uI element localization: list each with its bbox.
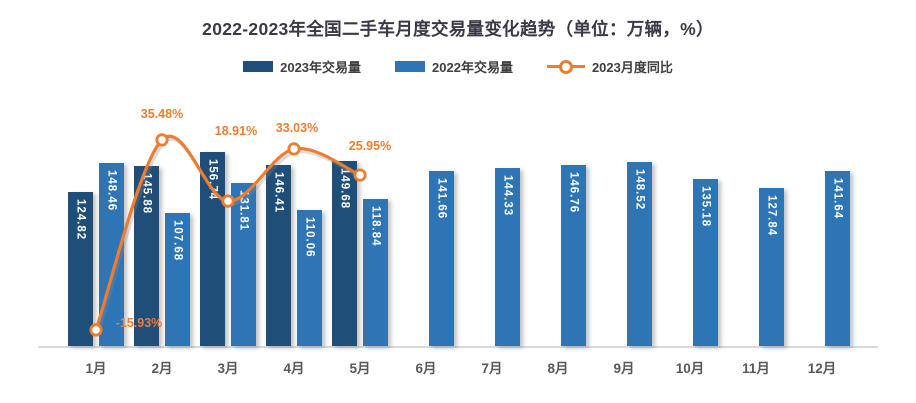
bar-2023年交易量-5月: 149.68 (332, 160, 357, 346)
x-axis-label-9: 9月 (613, 361, 635, 376)
legend-label-2023-volume: 2023年交易量 (280, 60, 362, 75)
bar-2023年交易量-3月: 156.74 (200, 152, 225, 346)
yoy-value-label-1月: -15.93% (115, 315, 163, 330)
x-axis-label-3: 3月 (217, 361, 239, 376)
bar-2022年交易量-11月: 127.84 (759, 187, 784, 346)
yoy-marker-4月 (287, 142, 301, 156)
bar-value-label: 148.52 (633, 169, 646, 211)
yoy-marker-2月 (155, 133, 169, 147)
bar-value-label: 149.68 (338, 167, 351, 210)
bar-2022年交易量-2月: 107.68 (165, 212, 190, 346)
bar-value-label: 146.76 (567, 171, 580, 213)
bar-2023年交易量-4月: 146.41 (266, 165, 291, 346)
bar-2022年交易量-12月: 141.64 (825, 170, 850, 346)
bar-2022年交易量-10月: 135.18 (693, 178, 718, 346)
x-axis-label-10: 10月 (675, 361, 705, 376)
x-axis-label-12: 12月 (807, 361, 837, 376)
legend-item-yoy-line: 2023月度同比 (546, 57, 673, 76)
bar-2022年交易量-7月: 144.33 (495, 167, 520, 346)
bar-value-label: 131.81 (237, 190, 250, 232)
bar-value-label: 135.18 (699, 185, 712, 228)
bar-value-label: 148.46 (105, 169, 118, 211)
bar-2023年交易量-1月: 124.82 (68, 191, 93, 346)
yoy-value-label-5月: 25.95% (348, 139, 392, 154)
yoy-value-label-2月: 35.48% (140, 106, 184, 121)
yoy-value-label-4月: 33.03% (275, 120, 319, 135)
x-axis-label-11: 11月 (742, 361, 770, 376)
bar-value-label: 124.82 (74, 198, 87, 240)
legend-line-dot-icon (558, 59, 573, 74)
bar-value-label: 145.88 (140, 172, 153, 214)
x-axis-line (38, 346, 878, 348)
bar-value-label: 146.41 (272, 172, 285, 214)
bar-value-label: 156.74 (206, 159, 219, 201)
bar-value-label: 141.66 (435, 177, 448, 220)
legend-label-2022-volume: 2022年交易量 (432, 60, 513, 75)
bar-value-label: 107.68 (171, 219, 184, 262)
yoy-value-label-3月: 18.91% (214, 124, 258, 139)
bar-value-label: 118.84 (369, 206, 382, 247)
x-axis-label-6: 6月 (415, 361, 437, 376)
legend: 2023年交易量 2022年交易量 2023月度同比 (0, 57, 916, 76)
legend-item-2022-volume: 2022年交易量 (395, 57, 513, 76)
bar-2022年交易量-5月: 118.84 (363, 199, 388, 346)
legend-swatch-2023-icon (243, 61, 274, 72)
bar-2022年交易量-6月: 141.66 (429, 170, 454, 346)
x-axis-label-5: 5月 (349, 361, 371, 376)
legend-line-marker-icon (546, 59, 585, 74)
x-axis-label-7: 7月 (481, 361, 503, 376)
bar-value-label: 127.84 (765, 194, 778, 237)
legend-item-2023-volume: 2023年交易量 (243, 57, 361, 76)
x-axis-label-2: 2月 (151, 361, 173, 376)
legend-label-yoy: 2023月度同比 (591, 60, 673, 75)
x-axis-label-4: 4月 (283, 361, 305, 376)
x-axis-label-1: 1月 (85, 361, 107, 376)
x-axis-label-8: 8月 (547, 361, 569, 376)
legend-swatch-2022-icon (395, 61, 426, 72)
bar-2022年交易量-4月: 110.06 (297, 209, 322, 346)
bar-2022年交易量-3月: 131.81 (231, 183, 256, 346)
chart-title: 2022-2023年全国二手车月度交易量变化趋势（单位：万辆，%） (202, 19, 714, 39)
bar-value-label: 110.06 (303, 216, 316, 258)
bar-2022年交易量-9月: 148.52 (627, 162, 652, 346)
bar-2022年交易量-8月: 146.76 (561, 164, 586, 346)
bar-value-label: 141.64 (831, 177, 844, 220)
bar-value-label: 144.33 (501, 174, 514, 216)
